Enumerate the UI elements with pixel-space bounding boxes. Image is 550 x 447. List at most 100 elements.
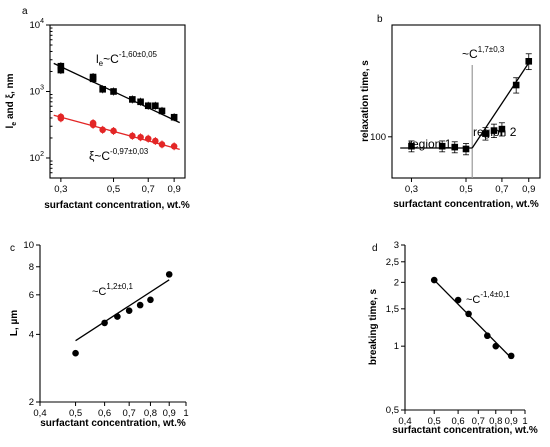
annotation-xi-scaling: ξ~C-0,97±0,03	[89, 147, 149, 163]
y-tick-label: 4	[29, 329, 34, 340]
annotation-le-scaling-base: ~C	[103, 52, 119, 66]
annotation-breaking-scaling-exponent: -1,4±0,1	[480, 290, 510, 299]
x-tick-label: 1	[522, 416, 527, 427]
x-tick-label: 0,4	[398, 416, 411, 427]
y-tick-label: 6	[29, 290, 34, 301]
data-point-square	[170, 113, 178, 121]
data-point-square	[490, 127, 498, 134]
fit-line	[471, 62, 530, 149]
y-tick-label: 102	[30, 151, 45, 164]
y-tick-label: 3	[394, 240, 399, 251]
annotation-le-scaling-subscript: e	[99, 59, 104, 68]
x-tick-label: 0,5	[107, 184, 120, 195]
panel-a-letter: a	[22, 6, 28, 17]
x-tick-label: 0,9	[168, 184, 181, 195]
y-tick-label: 2	[29, 397, 34, 408]
y-axis-title: L, µm	[9, 310, 20, 336]
region-2-label: region 2	[473, 125, 517, 139]
panel-d-letter: d	[372, 243, 378, 254]
data-point-circle	[72, 349, 79, 357]
x-tick-label: 0,6	[98, 408, 111, 419]
data-point-circle	[136, 301, 144, 309]
y-axis-title: relaxation time, s	[360, 60, 371, 142]
data-point-square	[89, 75, 97, 83]
y-tick-label: 0,5	[386, 405, 399, 416]
annotation-length-scaling-exponent: 1,2±0,1	[106, 282, 133, 291]
data-point-circle	[152, 137, 159, 145]
y-axis-title: le and ξ, nm	[5, 73, 18, 128]
panel-d-chart: 0,4 0,5 0,6 0,7 0,8 0,9 10,511,522,53surfactan…	[368, 240, 538, 436]
panel-c-chart: 0,4 0,5 0,6 0,7 0,8 0,9 1 2 4 6 8 10 surfactant conc…	[9, 240, 189, 429]
x-tick-label: 0,5	[69, 408, 82, 419]
data-point-circle	[137, 133, 144, 141]
data-point-square	[438, 142, 446, 150]
x-axis-title: surfactant concentration, wt.%	[392, 425, 538, 436]
x-tick-label: 0,8	[144, 408, 157, 419]
x-tick-label: 0,9	[505, 416, 518, 427]
y-tick-label: 2,5	[386, 257, 399, 268]
y-tick-label: 1,5	[386, 304, 399, 315]
x-tick-label: 0,5	[459, 184, 472, 195]
data-point-square	[158, 107, 166, 115]
data-point-square	[99, 85, 106, 93]
panel-b-chart: 0,3 0,5 0,7 0,9 100 surfactant concentration,…	[360, 24, 541, 210]
data-point-circle	[101, 319, 108, 327]
data-point-circle	[57, 115, 65, 122]
data-point-circle	[492, 342, 500, 350]
x-tick-label: 0,9	[522, 184, 535, 195]
panel-a-chart: 0,3 0,5 0,7 0,9 102 103 104 surfactant concentr…	[5, 18, 190, 211]
data-point-square	[498, 125, 506, 133]
data-point-circle	[125, 307, 133, 314]
data-point-circle	[507, 352, 515, 360]
y-tick-label: 8	[29, 262, 34, 273]
x-tick-label: 0,9	[163, 408, 176, 419]
x-tick-label: 0,7	[123, 408, 136, 419]
data-point-circle	[158, 141, 166, 148]
y-tick-label: 103	[30, 84, 45, 97]
data-point-circle	[165, 271, 173, 278]
data-point-circle	[114, 313, 121, 320]
data-point-circle	[99, 126, 106, 134]
data-point-circle	[430, 276, 438, 284]
y-axis-title: breaking time, s	[368, 288, 379, 365]
x-tick-label: 0,7	[495, 184, 508, 195]
annotation-breaking-scaling: ~C-1,4±0,1	[466, 290, 510, 306]
data-point-square	[482, 130, 489, 137]
data-point-square	[144, 102, 152, 110]
annotation-relaxation-scaling: ~C1,7±0,3	[462, 45, 505, 61]
data-point-circle	[170, 142, 178, 150]
x-tick-label: 0,7	[142, 184, 155, 195]
data-point-circle	[144, 135, 152, 142]
data-point-square	[152, 102, 159, 110]
data-point-square	[525, 58, 533, 65]
x-tick-label: 0,5	[428, 416, 441, 427]
data-point-square	[57, 66, 65, 74]
data-point-square	[129, 96, 136, 103]
data-point-circle	[89, 121, 97, 129]
x-axis-title: surfactant concentration, wt.%	[44, 200, 190, 211]
x-tick-label: 0,8	[489, 416, 502, 427]
y-tick-exponent: 4	[40, 18, 44, 25]
data-point-circle	[465, 310, 472, 318]
x-axis-title: surfactant concentration, wt.%	[40, 418, 186, 429]
annotation-xi-scaling-exponent: -0,97±0,03	[110, 147, 149, 156]
y-tick-label: 1	[394, 341, 399, 352]
region-1-label: region 1	[408, 137, 452, 151]
data-point-square	[110, 88, 117, 95]
annotation-le-scaling-exponent: -1,60±0,05	[119, 50, 158, 59]
data-point-square	[512, 81, 520, 89]
y-tick-label: 2	[394, 277, 399, 288]
x-tick-label: 1	[183, 408, 188, 419]
x-tick-label: 0,6	[451, 416, 464, 427]
annotation-relaxation-scaling-exponent: 1,7±0,3	[478, 45, 505, 54]
data-point-circle	[110, 127, 117, 135]
panel-b-letter: b	[377, 14, 383, 25]
data-point-square	[462, 145, 470, 153]
y-tick-exponent: 3	[40, 84, 44, 91]
fit-line	[75, 279, 170, 342]
annotation-length-scaling: ~C1,2±0,1	[92, 282, 134, 298]
annotation-le-scaling: le~C-1,60±0,05	[96, 50, 158, 68]
x-axis-title: surfactant concentration, wt.%	[393, 199, 539, 210]
y-tick-label: 104	[30, 18, 45, 31]
